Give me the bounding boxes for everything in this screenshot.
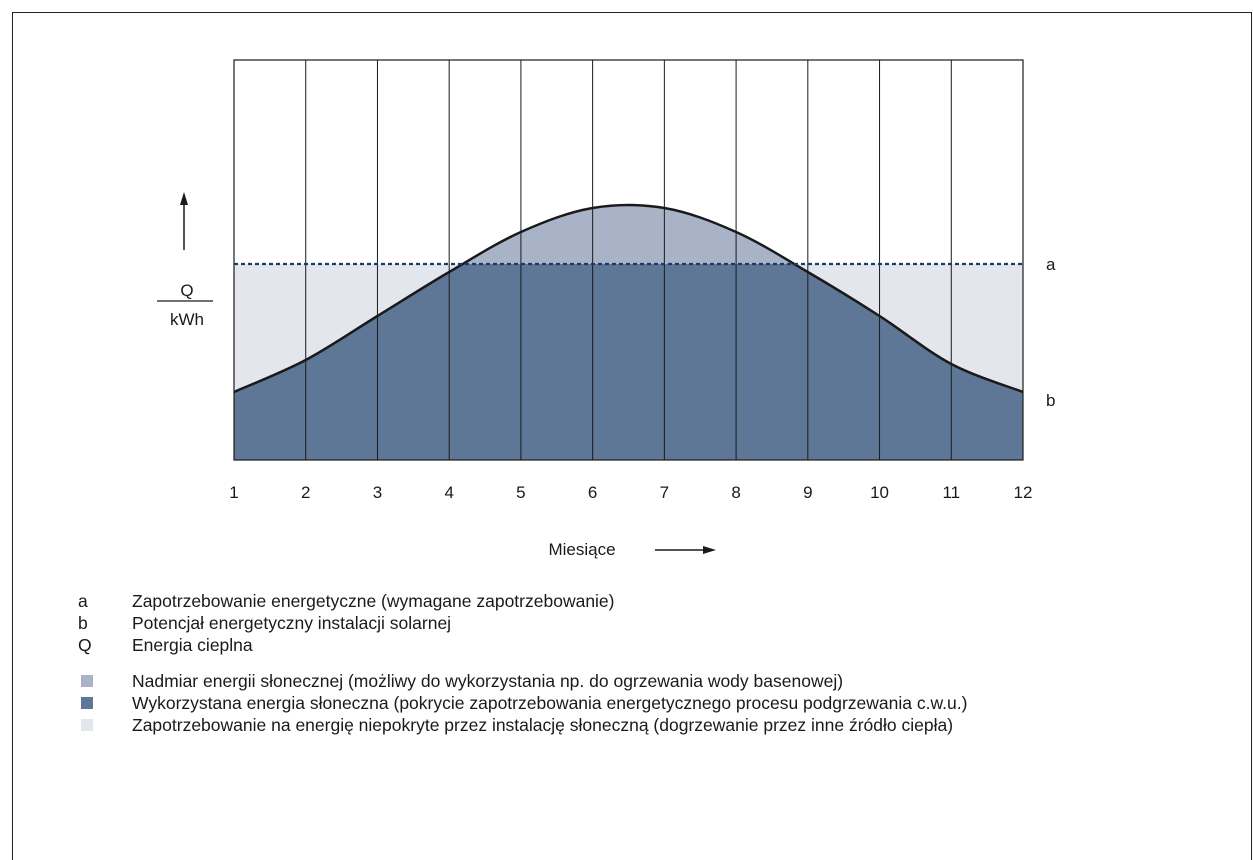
x-tick-label: 9 (803, 483, 812, 502)
area-excess-solar (462, 205, 795, 264)
y-axis-label: Q kWh (157, 192, 213, 329)
legend: a Zapotrzebowanie energetyczne (wymagane… (78, 590, 967, 736)
figure-frame (12, 12, 1252, 860)
x-tick-label: 6 (588, 483, 597, 502)
series-label-a: a (1046, 255, 1056, 274)
series-b-line (233, 203, 1024, 394)
area-used-solar (234, 264, 1023, 460)
legend-definition: Q Energia cieplna (78, 634, 967, 656)
legend-text: Zapotrzebowanie na energię niepokryte pr… (132, 715, 954, 735)
y-axis-label-denominator: kWh (170, 310, 204, 329)
y-axis-arrow-icon (180, 192, 188, 205)
legend-text: Potencjał energetyczny instalacji solarn… (132, 613, 452, 633)
legend-text: Wykorzystana energia słoneczna (pokrycie… (132, 693, 968, 713)
x-tick-label: 12 (1014, 483, 1033, 502)
x-tick-label: 1 (229, 483, 238, 502)
x-tick-label: 5 (516, 483, 525, 502)
legend-text: Zapotrzebowanie energetyczne (wymagane z… (132, 591, 615, 611)
legend-text: Energia cieplna (132, 635, 253, 655)
legend-area-excess: Nadmiar energii słonecznej (możliwy do w… (78, 670, 967, 692)
x-tick-label: 4 (444, 483, 453, 502)
x-tick-label: 11 (942, 483, 960, 502)
x-tick-label: 10 (870, 483, 889, 502)
legend-key: Q (78, 635, 92, 655)
legend-definition: b Potencjał energetyczny instalacji sola… (78, 612, 967, 634)
solar-energy-chart: 1 2 3 4 5 6 7 8 9 10 11 12 a b Q kWh Miesiące (157, 59, 1056, 559)
series-label-b: b (1046, 391, 1055, 410)
legend-key: b (78, 613, 88, 633)
plot-area (233, 59, 1024, 461)
legend-area-used: Wykorzystana energia słoneczna (pokrycie… (78, 692, 967, 714)
x-tick-label: 7 (660, 483, 669, 502)
x-tick-label: 2 (301, 483, 310, 502)
x-axis-label: Miesiące (548, 540, 716, 559)
x-tick-label: 8 (731, 483, 740, 502)
legend-swatch-unmet (81, 719, 93, 731)
legend-definition: a Zapotrzebowanie energetyczne (wymagane… (78, 590, 967, 612)
x-axis-arrow-icon (703, 546, 716, 554)
legend-key: a (78, 591, 88, 611)
legend-swatch-used (81, 697, 93, 709)
legend-text: Nadmiar energii słonecznej (możliwy do w… (132, 671, 844, 691)
legend-swatch-excess (81, 675, 93, 687)
x-tick-label: 3 (373, 483, 382, 502)
legend-area-unmet: Zapotrzebowanie na energię niepokryte pr… (78, 714, 967, 736)
y-axis-label-numerator: Q (180, 281, 193, 300)
x-axis-label-text: Miesiące (548, 540, 615, 559)
